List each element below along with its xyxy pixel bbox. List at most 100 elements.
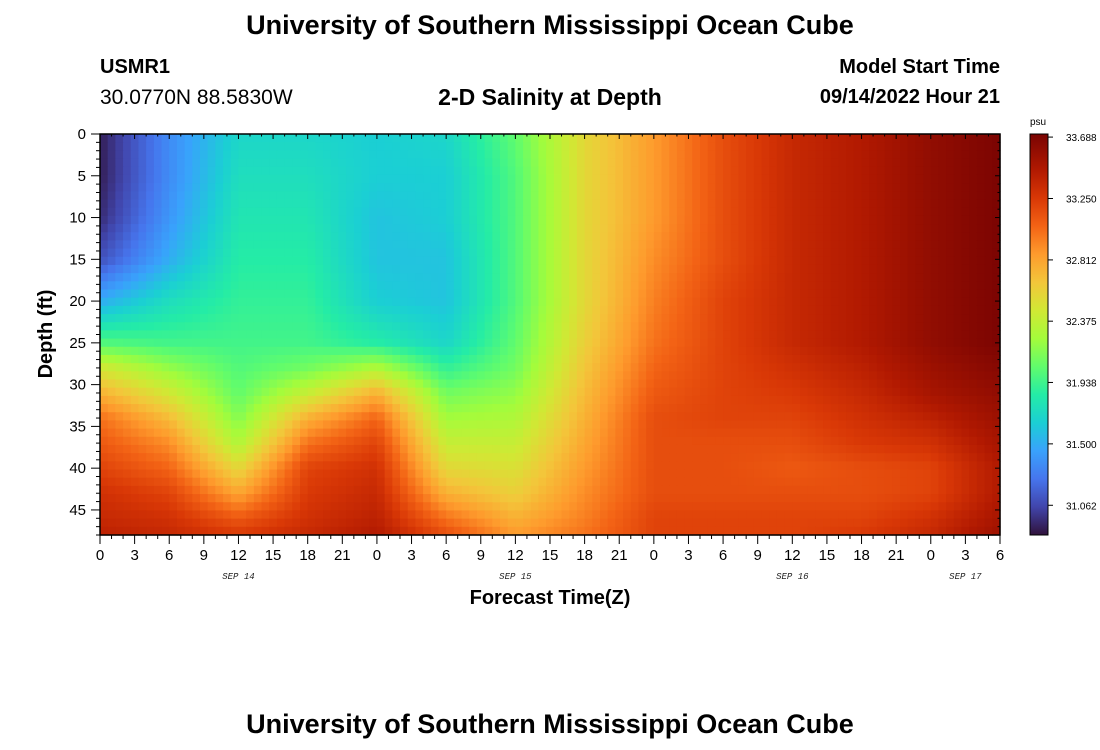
heatmap-cell (738, 395, 747, 405)
heatmap-cell (153, 363, 163, 372)
heatmap-cell (553, 264, 563, 274)
heatmap-cell (176, 363, 186, 372)
heatmap-cell (138, 420, 147, 430)
heatmap-cell (300, 289, 309, 299)
heatmap-cell (861, 166, 870, 176)
heatmap-cell (376, 379, 386, 389)
heatmap-cell (100, 444, 109, 454)
heatmap-cell (415, 354, 424, 364)
heatmap-cell (984, 240, 993, 250)
heatmap-cell (107, 363, 116, 372)
heatmap-cell (700, 436, 709, 446)
heatmap-cell (200, 289, 209, 299)
heatmap-cell (607, 305, 616, 315)
heatmap-cell (323, 281, 332, 291)
heatmap-cell (430, 174, 440, 184)
heatmap-cell (161, 436, 170, 446)
heatmap-cell (561, 142, 570, 151)
heatmap-cell (330, 207, 340, 217)
heatmap-cell (800, 191, 809, 201)
heatmap-cell (846, 461, 855, 471)
heatmap-cell (700, 428, 709, 438)
heatmap-cell (461, 322, 470, 331)
heatmap-cell (792, 158, 801, 168)
heatmap-cell (415, 444, 424, 454)
heatmap-cell (153, 387, 163, 397)
heatmap-cell (300, 346, 309, 356)
heatmap-cell (576, 297, 586, 307)
heatmap-cell (192, 281, 201, 291)
heatmap-cell (330, 469, 340, 479)
heatmap-cell (400, 158, 409, 168)
heatmap-cell (138, 281, 147, 291)
heatmap-cell (723, 174, 732, 184)
heatmap-cell (138, 453, 147, 462)
heatmap-cell (261, 412, 270, 422)
heatmap-cell (330, 444, 340, 454)
heatmap-cell (653, 289, 663, 299)
heatmap-cell (492, 387, 501, 397)
heatmap-cell (546, 371, 555, 381)
heatmap-cell (276, 314, 286, 323)
heatmap-cell (261, 354, 270, 364)
heatmap-cell (946, 273, 955, 282)
heatmap-cell (592, 297, 601, 307)
heatmap-cell (430, 469, 440, 479)
heatmap-cell (976, 314, 986, 323)
heatmap-cell (192, 305, 201, 315)
heatmap-cell (300, 256, 309, 266)
heatmap-cell (515, 453, 524, 462)
heatmap-cell (746, 158, 755, 168)
heatmap-cell (576, 420, 586, 430)
heatmap-cell (592, 207, 601, 217)
heatmap-cell (861, 412, 870, 422)
heatmap-cell (200, 395, 209, 405)
heatmap-cell (515, 330, 524, 340)
heatmap-cell (830, 404, 840, 413)
heatmap-cell (476, 199, 486, 209)
heatmap-cell (784, 387, 793, 397)
heatmap-cell (638, 273, 647, 282)
heatmap-cell (284, 420, 293, 430)
heatmap-cell (407, 158, 416, 168)
heatmap-cell (423, 142, 432, 151)
heatmap-cell (153, 273, 163, 282)
heatmap-cell (346, 436, 355, 446)
heatmap-cell (661, 453, 670, 462)
heatmap-cell (484, 191, 493, 201)
heatmap-cell (484, 281, 493, 291)
heatmap-cell (800, 142, 809, 151)
heatmap-cell (623, 436, 632, 446)
heatmap-cell (623, 289, 632, 299)
heatmap-cell (800, 166, 809, 176)
heatmap-cell (961, 404, 970, 413)
heatmap-cell (246, 379, 255, 389)
heatmap-cell (607, 346, 616, 356)
heatmap-cell (184, 289, 193, 299)
heatmap-cell (769, 264, 778, 274)
heatmap-cell (469, 387, 478, 397)
heatmap-cell (346, 297, 355, 307)
heatmap-cell (300, 240, 309, 250)
heatmap-cell (138, 273, 147, 282)
heatmap-cell (215, 428, 224, 438)
heatmap-cell (407, 363, 416, 372)
heatmap-cell (630, 412, 640, 422)
heatmap-cell (515, 142, 524, 151)
heatmap-cell (623, 314, 632, 323)
heatmap-cell (684, 289, 693, 299)
heatmap-cell (392, 395, 401, 405)
heatmap-cell (230, 469, 240, 479)
heatmap-cell (284, 297, 293, 307)
heatmap-cell (623, 281, 632, 291)
heatmap-cell (484, 142, 493, 151)
heatmap-cell (484, 240, 493, 250)
heatmap-cell (315, 142, 324, 151)
heatmap-cell (353, 174, 363, 184)
heatmap-cell (984, 453, 993, 462)
heatmap-cell (969, 207, 978, 217)
heatmap-cell (600, 330, 609, 340)
heatmap-cell (576, 215, 586, 225)
heatmap-cell (169, 322, 178, 331)
heatmap-cell (438, 469, 447, 479)
